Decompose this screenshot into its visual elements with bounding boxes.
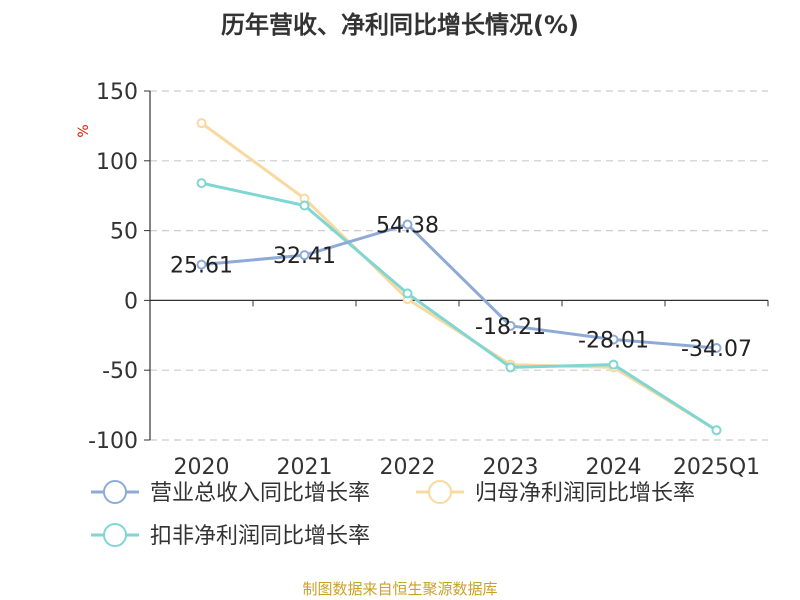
y-tick-label: -100 <box>88 429 138 454</box>
data-point <box>711 425 722 436</box>
data-label: 32.41 <box>273 244 336 269</box>
legend-marker <box>428 480 452 504</box>
y-axis-unit-label: % <box>76 124 92 137</box>
legend-label: 营业总收入同比增长率 <box>150 481 370 506</box>
data-point <box>402 219 413 230</box>
x-tick-label: 2021 <box>277 455 333 480</box>
data-point <box>299 200 310 211</box>
data-point <box>196 178 207 189</box>
data-point <box>505 362 516 373</box>
gridlines <box>150 90 768 441</box>
legend-marker <box>103 523 127 547</box>
data-point <box>608 334 619 345</box>
legend-marker <box>103 480 127 504</box>
data-point <box>505 320 516 331</box>
y-tick-label: 100 <box>96 150 138 175</box>
data-label: 54.38 <box>376 213 439 238</box>
data-label: -28.01 <box>578 329 649 354</box>
data-point <box>608 359 619 370</box>
source-note: 制图数据来自恒生聚源数据库 <box>302 580 497 598</box>
legend-label: 归母净利润同比增长率 <box>475 481 695 506</box>
y-tick-label: 50 <box>110 220 138 245</box>
legend-label: 扣非净利润同比增长率 <box>150 524 370 549</box>
data-point <box>711 342 722 353</box>
x-tick-label: 2022 <box>380 455 436 480</box>
data-point <box>299 250 310 261</box>
x-tick-label: 2024 <box>586 455 642 480</box>
data-point <box>196 259 207 270</box>
data-labels: 25.61 32.41 54.38 -18.21 -28.01 -34.07 <box>170 213 752 361</box>
y-tick-label: 150 <box>96 80 138 105</box>
axes: 150 100 50 0 -50 -100 2020 2021 2022 2023 2024 2025… <box>88 80 769 480</box>
chart-title: 历年营收、净利同比增长情况(%) <box>221 11 579 39</box>
series-lines <box>196 118 722 436</box>
x-tick-label: 2020 <box>174 455 230 480</box>
data-label: 25.61 <box>170 254 233 279</box>
series-line <box>201 222 717 350</box>
data-label: -18.21 <box>475 315 546 340</box>
series-line <box>201 181 718 432</box>
data-label: -34.07 <box>681 337 752 362</box>
data-point <box>402 288 413 299</box>
x-tick-label: 2023 <box>483 455 539 480</box>
data-point <box>196 118 207 129</box>
y-tick-label: 0 <box>124 289 138 314</box>
y-tick-label: -50 <box>102 359 138 384</box>
x-tick-label: 2025Q1 <box>673 455 760 480</box>
